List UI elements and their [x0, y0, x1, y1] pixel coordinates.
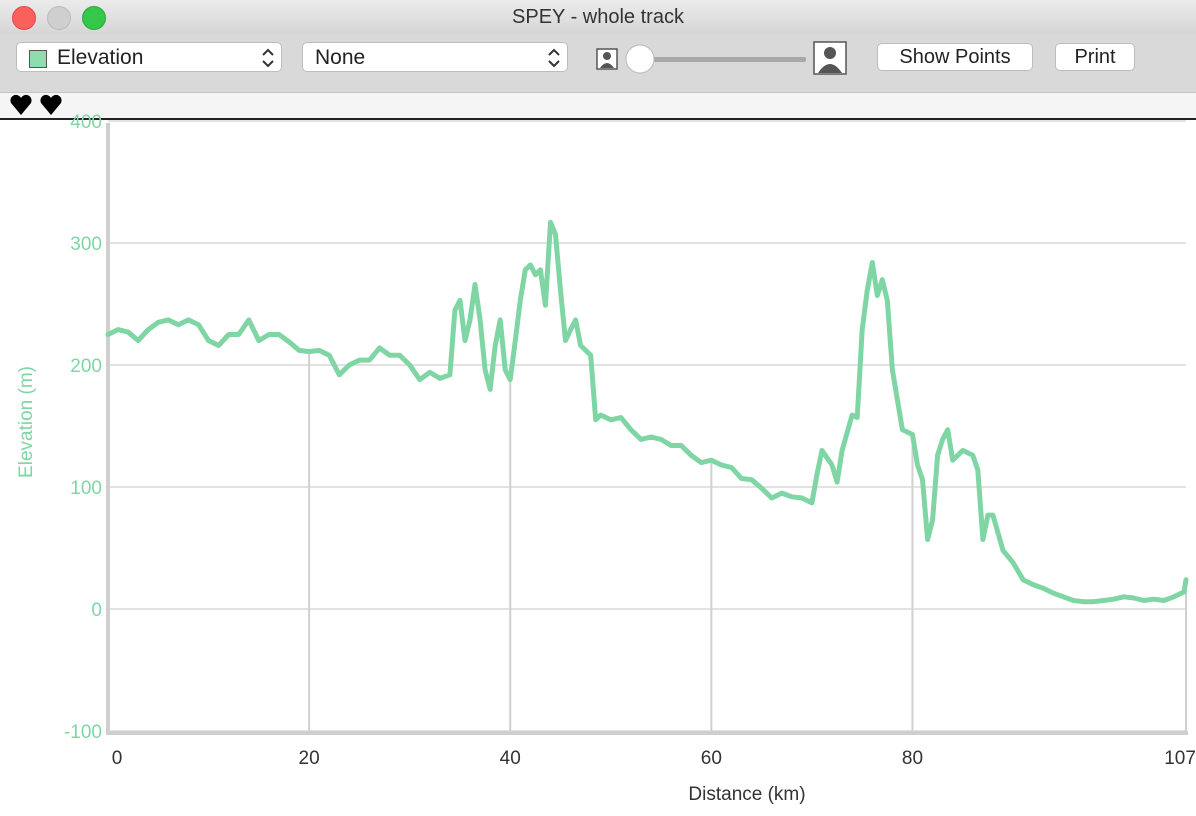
- close-button[interactable]: [12, 6, 36, 30]
- y-tick-label: 400: [70, 112, 102, 133]
- y-tick-label: -100: [64, 722, 102, 743]
- y-axis-label: Elevation (m): [16, 366, 37, 478]
- zoom-button[interactable]: [82, 6, 106, 30]
- zoom-slider[interactable]: [594, 40, 852, 78]
- x-tick-label: 80: [902, 748, 923, 769]
- select-chevron: [262, 48, 274, 68]
- print-button[interactable]: Print: [1055, 43, 1135, 71]
- select-label: None: [315, 46, 366, 69]
- x-tick-label: 60: [701, 748, 722, 769]
- x-axis-label: Distance (km): [688, 784, 805, 805]
- show-points-button[interactable]: Show Points: [877, 43, 1033, 71]
- color-swatch: [29, 50, 47, 68]
- toolbar: Elevation None Show Points Print: [0, 34, 1196, 93]
- window-title: SPEY - whole track: [512, 6, 684, 28]
- y-tick-label: 0: [91, 600, 102, 621]
- select-chevron: [548, 48, 560, 68]
- x-tick-label: 20: [299, 748, 320, 769]
- x-tick-label: 40: [500, 748, 521, 769]
- x-tick-label: 0: [112, 748, 123, 769]
- minimize-button[interactable]: [47, 6, 71, 30]
- select-label: Elevation: [57, 46, 144, 69]
- x-tick-label: 107.2: [1164, 748, 1196, 769]
- y-tick-label: 300: [70, 234, 102, 255]
- elevation-line: [105, 219, 1189, 605]
- secondary-select[interactable]: None: [302, 42, 568, 72]
- range-markers: [10, 94, 62, 115]
- y-tick-label: 200: [70, 356, 102, 377]
- y-tick-label: 100: [70, 478, 102, 499]
- marker-strip: [0, 93, 1196, 120]
- title-bar: SPEY - whole track: [0, 0, 1196, 34]
- primary-select[interactable]: Elevation: [16, 42, 282, 72]
